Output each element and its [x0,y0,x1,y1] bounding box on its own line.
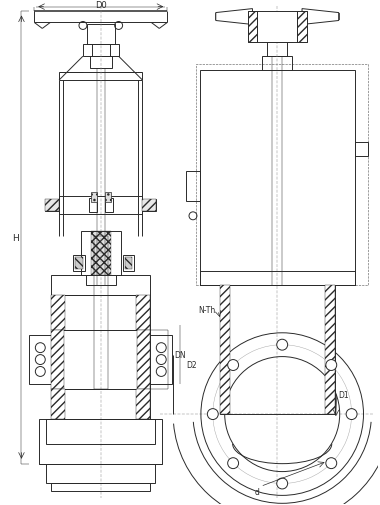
Bar [200,71,355,286]
Bar [123,256,135,272]
Bar [87,25,115,45]
Text: d: d [255,487,259,496]
Circle shape [346,409,357,420]
Bar [200,272,355,286]
Bar [355,143,369,157]
Bar [51,483,150,491]
Bar [142,199,156,212]
Bar [142,199,156,212]
Bar [136,295,150,330]
Bar [89,198,97,213]
Bar [51,389,65,419]
Bar [86,276,116,286]
Bar [150,335,172,385]
Bar [45,199,59,212]
Bar [105,192,111,203]
Bar [247,12,257,43]
Text: DN: DN [174,350,186,360]
Bar [138,330,150,389]
Circle shape [228,360,239,371]
Bar [136,389,150,419]
Bar [220,286,335,414]
Text: H: H [12,234,19,242]
Bar [83,45,119,57]
Circle shape [207,409,218,420]
Bar [91,231,111,276]
Bar [262,29,292,43]
Text: N-Th: N-Th [198,306,215,315]
Bar [196,65,369,286]
Bar [73,256,85,272]
Bar [247,12,257,43]
Bar [90,57,112,69]
Bar [125,258,133,270]
Circle shape [277,478,288,489]
Bar [59,196,142,215]
Bar [81,231,120,276]
Text: D0: D0 [95,1,107,10]
Circle shape [326,458,337,469]
Text: D1: D1 [339,390,349,399]
Bar [46,419,155,444]
Bar [29,335,51,385]
Circle shape [277,339,288,350]
Bar [186,172,200,201]
Circle shape [326,360,337,371]
Bar [92,45,110,57]
Bar [267,43,287,57]
Bar [51,295,65,330]
Bar [91,192,97,203]
Bar [75,258,83,270]
Text: D2: D2 [186,360,197,369]
Bar [297,12,307,43]
Polygon shape [216,10,252,25]
Bar [51,330,150,389]
Bar [51,295,150,330]
Bar [94,236,108,389]
Bar [257,12,297,43]
Bar [39,419,162,464]
Bar [45,199,59,212]
Bar [51,330,64,389]
Bar [105,198,113,213]
Bar [51,389,150,419]
Bar [297,12,307,43]
Circle shape [228,458,239,469]
Bar [325,286,335,414]
Bar [51,276,150,295]
Bar [220,286,230,414]
Bar [46,464,155,483]
Polygon shape [302,10,339,25]
Bar [262,57,292,71]
